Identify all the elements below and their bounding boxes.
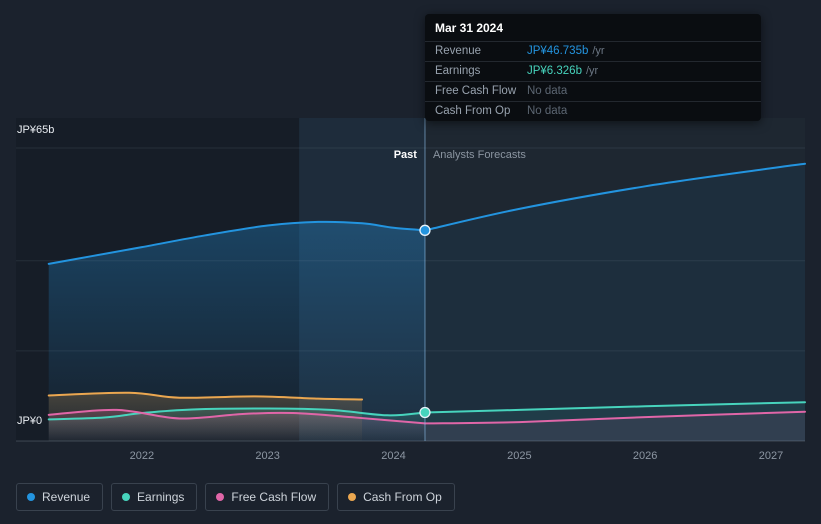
legend-item-cash-from-op[interactable]: Cash From Op [337, 483, 455, 511]
tooltip-row-label: Revenue [434, 45, 482, 57]
tooltip-row-label: Cash From Op [434, 105, 511, 117]
tooltip-row-label: Free Cash Flow [434, 85, 517, 97]
tooltip-row-value: No data [526, 85, 568, 97]
x-tick-2022: 2022 [129, 450, 155, 462]
earnings-marker-dot[interactable] [419, 406, 431, 419]
revenue-marker-dot[interactable] [419, 224, 431, 236]
cash-from-op-line-past [47, 391, 364, 401]
legend-item-revenue[interactable]: Revenue [16, 483, 104, 511]
tooltip-row-value: No data [526, 105, 568, 117]
tooltip-row-label: Earnings [434, 65, 481, 77]
tooltip-rows: Revenue JP¥46.735b/yr Earnings JP¥6.326b/yr… [424, 41, 761, 121]
tooltip-row-revenue: Revenue JP¥46.735b/yr [424, 41, 761, 61]
free-cash-flow-line-past [47, 408, 426, 425]
revenue-area-past [48, 221, 425, 441]
tooltip-row-free-cash-flow: Free Cash Flow No data [424, 81, 761, 101]
tooltip-row-cash-from-op: Cash From Op No data [424, 101, 761, 121]
legend-label: Revenue [42, 490, 91, 504]
tooltip-row-value: JP¥46.735b [526, 45, 589, 57]
legend-dot-revenue [27, 493, 35, 501]
earnings-line-forecast [423, 401, 806, 414]
legend: Revenue Earnings Free Cash Flow Cash From O… [16, 483, 455, 511]
legend-dot-free-cash-flow [216, 493, 225, 501]
x-tick-2023: 2023 [255, 450, 280, 462]
revenue-area-forecast [424, 163, 805, 441]
analysts-forecasts-label: Analysts Forecasts [432, 149, 526, 161]
past-label: Past [393, 149, 417, 161]
free-cash-flow-area-forecast [424, 411, 805, 441]
legend-label: Free Cash Flow [231, 490, 317, 504]
legend-item-free-cash-flow[interactable]: Free Cash Flow [205, 483, 330, 511]
tooltip: Mar 31 2024 Revenue JP¥46.735b/yr Earnings… [424, 14, 761, 121]
x-tick-2024: 2024 [381, 450, 406, 462]
earnings-line-past [47, 407, 426, 421]
legend-item-earnings[interactable]: Earnings [111, 483, 198, 511]
x-tick-2026: 2026 [632, 450, 658, 462]
tooltip-row-suffix: /yr [592, 45, 605, 57]
revenue-line-forecast [423, 162, 806, 232]
tooltip-row-earnings: Earnings JP¥6.326b/yr [424, 61, 761, 81]
tooltip-date: Mar 31 2024 [434, 21, 504, 35]
earnings-area-forecast [424, 402, 805, 441]
x-tick-2025: 2025 [507, 450, 532, 462]
free-cash-flow-line-forecast [423, 410, 806, 425]
legend-label: Cash From Op [363, 490, 442, 504]
legend-dot-earnings [122, 493, 131, 501]
tooltip-row-suffix: /yr [585, 65, 599, 77]
legend-dot-cash-from-op [348, 493, 357, 501]
tooltip-row-value: JP¥6.326b [526, 65, 582, 77]
y-axis-label-min: JP¥0 [17, 415, 43, 427]
legend-label: Earnings [137, 490, 185, 504]
revenue-line-past [47, 220, 426, 265]
y-axis-label-max: JP¥65b [17, 124, 55, 136]
x-tick-2027: 2027 [758, 450, 784, 462]
